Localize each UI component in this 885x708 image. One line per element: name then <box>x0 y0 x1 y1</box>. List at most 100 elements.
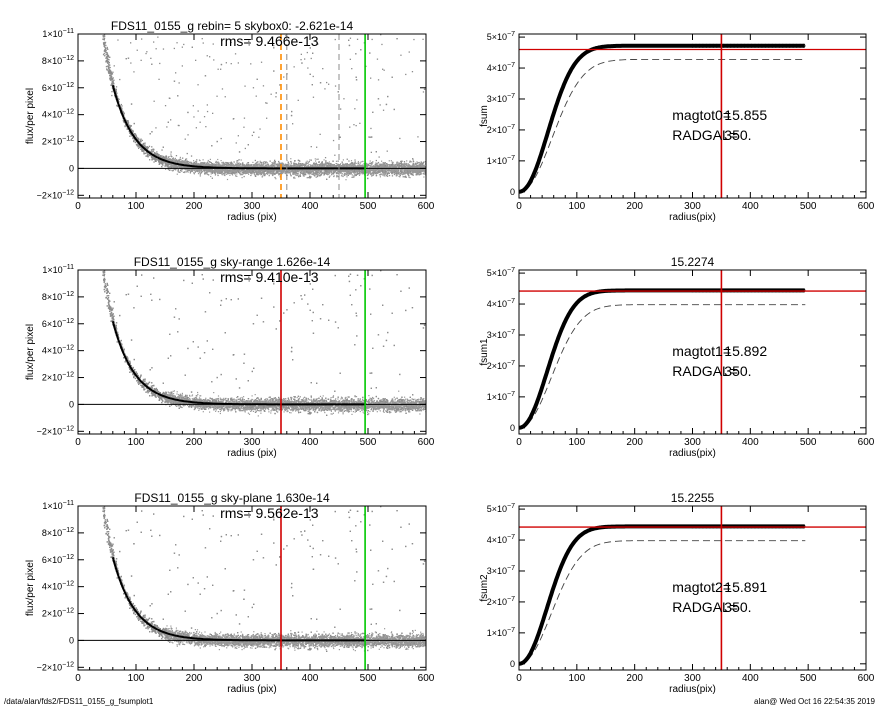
x-axis-label: radius(pix) <box>669 448 716 459</box>
mean-profile <box>111 321 366 406</box>
label-key-2: RADGAL= <box>672 363 738 379</box>
x-tick-label: 400 <box>302 437 319 448</box>
x-tick-label: 300 <box>244 201 261 212</box>
rms-label: rms= 9.466e-13 <box>220 33 319 49</box>
y-axis-label: flux/per pixel <box>25 560 36 616</box>
y-tick-label: 0 <box>69 399 74 409</box>
chart-panel-5: rms= 9.562e-13 0 100 200 300 400 500 600 −2×10−1… <box>25 491 435 695</box>
y-tick-label: 2×10−12 <box>42 372 74 383</box>
chart-title: FDS11_0155_g sky-plane 1.630e-14 <box>134 491 330 505</box>
y-tick-label: 5×10−7 <box>487 503 515 514</box>
x-tick-label: 100 <box>568 437 585 448</box>
x-axis-label: radius(pix) <box>669 684 716 695</box>
x-tick-label: 0 <box>75 673 81 684</box>
growth-curve <box>519 524 805 666</box>
label-key-1: magtot0= <box>672 107 731 123</box>
dashed-curve <box>519 304 806 429</box>
x-tick-label: 400 <box>742 437 759 448</box>
y-tick-label: 4×10−12 <box>42 345 74 356</box>
label-value-2: 350. <box>724 599 751 615</box>
mean-profile <box>111 557 366 642</box>
label-value-1: 15.855 <box>724 107 767 123</box>
x-tick-label: 300 <box>684 437 701 448</box>
y-tick-label: 4×10−7 <box>487 534 515 545</box>
x-tick-label: 500 <box>800 437 817 448</box>
y-tick-label: 4×10−7 <box>487 298 515 309</box>
y-tick-label: 0 <box>510 187 515 197</box>
label-key-2: RADGAL= <box>672 599 738 615</box>
y-tick-label: 5×10−7 <box>487 31 515 42</box>
label-value-1: 15.891 <box>724 579 767 595</box>
y-tick-label: 8×10−12 <box>42 291 74 302</box>
y-tick-label: 0 <box>69 635 74 645</box>
scatter-points <box>102 506 426 652</box>
x-tick-label: 500 <box>360 201 377 212</box>
rms-label: rms= 9.410e-13 <box>220 269 319 285</box>
x-tick-label: 100 <box>568 201 585 212</box>
y-tick-label: 2×10−12 <box>42 136 74 147</box>
plot-area <box>78 270 426 434</box>
y-tick-label: 6×10−12 <box>42 554 74 565</box>
x-tick-label: 600 <box>858 201 875 212</box>
x-tick-label: 100 <box>128 437 145 448</box>
y-tick-label: 3×10−7 <box>487 93 515 104</box>
x-tick-label: 0 <box>516 201 522 212</box>
y-tick-label: −2×10−12 <box>37 661 75 672</box>
x-tick-label: 600 <box>418 201 435 212</box>
y-tick-label: −2×10−12 <box>37 425 75 436</box>
chart-title: FDS11_0155_g rebin= 5 skybox0: -2.621e-1… <box>111 19 354 33</box>
label-value-2: 350. <box>724 127 751 143</box>
y-tick-label: 2×10−7 <box>487 360 515 371</box>
y-axis-label: fsum2 <box>479 574 490 602</box>
chart-title: FDS11_0155_g sky-range 1.626e-14 <box>134 255 331 269</box>
y-tick-label: 4×10−12 <box>42 581 74 592</box>
x-axis-label: radius (pix) <box>227 684 276 695</box>
y-tick-label: 1×10−7 <box>487 627 515 638</box>
x-tick-label: 500 <box>360 673 377 684</box>
y-tick-label: 0 <box>510 423 515 433</box>
x-tick-label: 0 <box>516 437 522 448</box>
dashed-curve <box>519 540 806 665</box>
y-tick-label: 8×10−12 <box>42 55 74 66</box>
x-tick-label: 400 <box>742 201 759 212</box>
y-axis-label: fsum <box>479 105 490 127</box>
scatter-points <box>102 270 426 416</box>
label-key-1: magtot2= <box>672 579 731 595</box>
chart-panel-6: magtot2=15.891 RADGAL=350. 0 100 200 300 400 50… <box>479 491 875 695</box>
y-tick-label: 1×10−11 <box>42 28 74 39</box>
x-tick-label: 500 <box>800 673 817 684</box>
x-tick-label: 300 <box>684 201 701 212</box>
y-tick-label: 1×10−7 <box>487 155 515 166</box>
x-tick-label: 600 <box>858 673 875 684</box>
x-axis-label: radius (pix) <box>227 212 276 223</box>
plot-area <box>78 34 426 198</box>
rms-label: rms= 9.562e-13 <box>220 505 319 521</box>
y-tick-label: 6×10−12 <box>42 318 74 329</box>
x-tick-label: 100 <box>568 673 585 684</box>
y-tick-label: −2×10−12 <box>37 189 75 200</box>
dashed-curve <box>519 58 806 193</box>
y-tick-label: 4×10−12 <box>42 109 74 120</box>
chart-panel-3: rms= 9.410e-13 0 100 200 300 400 500 600 −2×10−1… <box>25 255 435 459</box>
label-key-2: RADGAL= <box>672 127 738 143</box>
x-tick-label: 200 <box>186 437 203 448</box>
x-tick-label: 200 <box>186 201 203 212</box>
x-tick-label: 300 <box>244 673 261 684</box>
plot-area <box>519 34 866 198</box>
x-axis-label: radius(pix) <box>669 212 716 223</box>
y-tick-label: 4×10−7 <box>487 62 515 73</box>
y-tick-label: 0 <box>510 659 515 669</box>
x-tick-label: 200 <box>626 437 643 448</box>
y-tick-label: 3×10−7 <box>487 329 515 340</box>
x-tick-label: 100 <box>128 673 145 684</box>
y-tick-label: 2×10−12 <box>42 608 74 619</box>
x-tick-label: 0 <box>75 201 81 212</box>
footer-timestamp: alan@ Wed Oct 16 22:54:35 2019 <box>754 697 875 706</box>
x-tick-label: 600 <box>418 437 435 448</box>
y-axis-label: flux/per pixel <box>25 324 36 380</box>
y-tick-label: 2×10−7 <box>487 124 515 135</box>
y-tick-label: 2×10−7 <box>487 596 515 607</box>
y-axis-label: fsum1 <box>479 338 490 366</box>
chart-title: 15.2255 <box>671 491 715 505</box>
